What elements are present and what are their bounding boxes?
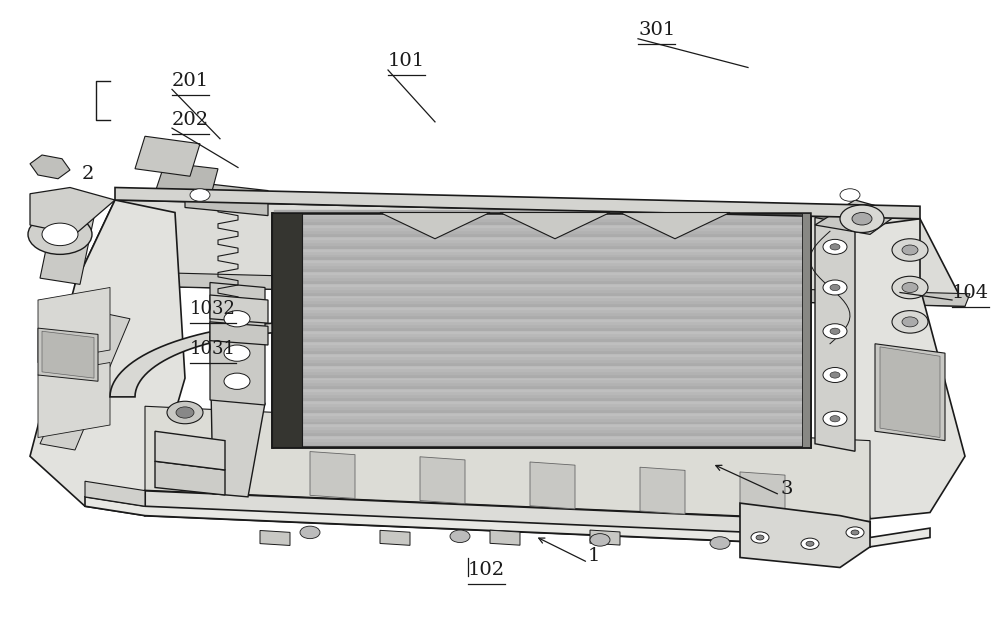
Polygon shape — [530, 462, 575, 509]
Polygon shape — [110, 322, 283, 397]
Polygon shape — [38, 328, 98, 381]
Text: 2: 2 — [82, 165, 94, 182]
Circle shape — [823, 280, 847, 295]
Polygon shape — [115, 188, 920, 219]
Polygon shape — [75, 271, 970, 306]
Polygon shape — [880, 347, 940, 438]
Text: 101: 101 — [388, 52, 425, 70]
Polygon shape — [85, 497, 930, 547]
Polygon shape — [640, 468, 685, 514]
Polygon shape — [200, 446, 245, 493]
Polygon shape — [815, 200, 900, 234]
Circle shape — [300, 526, 320, 539]
Polygon shape — [135, 136, 200, 176]
Polygon shape — [145, 491, 870, 547]
Polygon shape — [30, 188, 115, 234]
Polygon shape — [40, 206, 95, 284]
Circle shape — [902, 245, 918, 255]
Polygon shape — [38, 288, 110, 362]
Polygon shape — [380, 531, 410, 546]
Circle shape — [840, 205, 884, 232]
Text: 301: 301 — [638, 21, 675, 39]
Circle shape — [830, 244, 840, 250]
Circle shape — [176, 407, 194, 418]
Text: 1032: 1032 — [190, 301, 236, 318]
Circle shape — [892, 239, 928, 261]
Circle shape — [846, 527, 864, 538]
Polygon shape — [740, 503, 870, 568]
Circle shape — [823, 411, 847, 426]
Polygon shape — [155, 162, 218, 199]
Text: 104: 104 — [952, 284, 989, 301]
Circle shape — [892, 276, 928, 299]
Polygon shape — [590, 530, 620, 545]
Polygon shape — [210, 322, 268, 345]
Circle shape — [801, 538, 819, 549]
Polygon shape — [380, 213, 490, 239]
Circle shape — [167, 401, 203, 424]
Circle shape — [892, 311, 928, 333]
Polygon shape — [145, 406, 870, 522]
Circle shape — [852, 213, 872, 225]
Circle shape — [902, 282, 918, 292]
Polygon shape — [802, 213, 810, 447]
Circle shape — [224, 345, 250, 361]
Circle shape — [840, 189, 860, 201]
Polygon shape — [155, 431, 225, 470]
Polygon shape — [210, 295, 268, 323]
Polygon shape — [185, 181, 268, 216]
Polygon shape — [490, 530, 520, 545]
Circle shape — [830, 328, 840, 334]
Circle shape — [224, 311, 250, 327]
Polygon shape — [40, 312, 130, 450]
Circle shape — [823, 368, 847, 382]
Polygon shape — [210, 336, 265, 497]
Circle shape — [902, 317, 918, 327]
Polygon shape — [310, 452, 355, 499]
Text: 201: 201 — [172, 72, 209, 90]
Circle shape — [823, 239, 847, 254]
Polygon shape — [740, 472, 785, 519]
Polygon shape — [272, 213, 302, 447]
Polygon shape — [30, 155, 70, 179]
Circle shape — [830, 284, 840, 291]
Polygon shape — [272, 213, 810, 447]
Polygon shape — [815, 217, 855, 451]
Circle shape — [28, 214, 92, 254]
Circle shape — [450, 530, 470, 542]
Polygon shape — [42, 331, 94, 378]
Polygon shape — [210, 282, 265, 405]
Circle shape — [590, 534, 610, 546]
Polygon shape — [420, 457, 465, 504]
Polygon shape — [75, 200, 965, 306]
Circle shape — [190, 189, 210, 201]
Circle shape — [42, 223, 78, 246]
Polygon shape — [845, 219, 965, 519]
Circle shape — [224, 373, 250, 389]
Text: 3: 3 — [780, 480, 792, 498]
Polygon shape — [875, 344, 945, 441]
Circle shape — [823, 324, 847, 339]
Polygon shape — [155, 461, 225, 495]
Circle shape — [806, 541, 814, 546]
Text: 102: 102 — [468, 561, 505, 579]
Circle shape — [851, 530, 859, 535]
Circle shape — [756, 535, 764, 540]
Polygon shape — [38, 362, 110, 438]
Circle shape — [751, 532, 769, 543]
Circle shape — [830, 416, 840, 422]
Text: 1031: 1031 — [190, 340, 236, 357]
Polygon shape — [30, 200, 185, 516]
Polygon shape — [500, 213, 610, 239]
Text: 1: 1 — [588, 548, 600, 565]
Text: 202: 202 — [172, 111, 209, 129]
Circle shape — [710, 537, 730, 549]
Polygon shape — [620, 213, 730, 239]
Polygon shape — [85, 481, 145, 506]
Circle shape — [830, 372, 840, 378]
Polygon shape — [260, 531, 290, 546]
